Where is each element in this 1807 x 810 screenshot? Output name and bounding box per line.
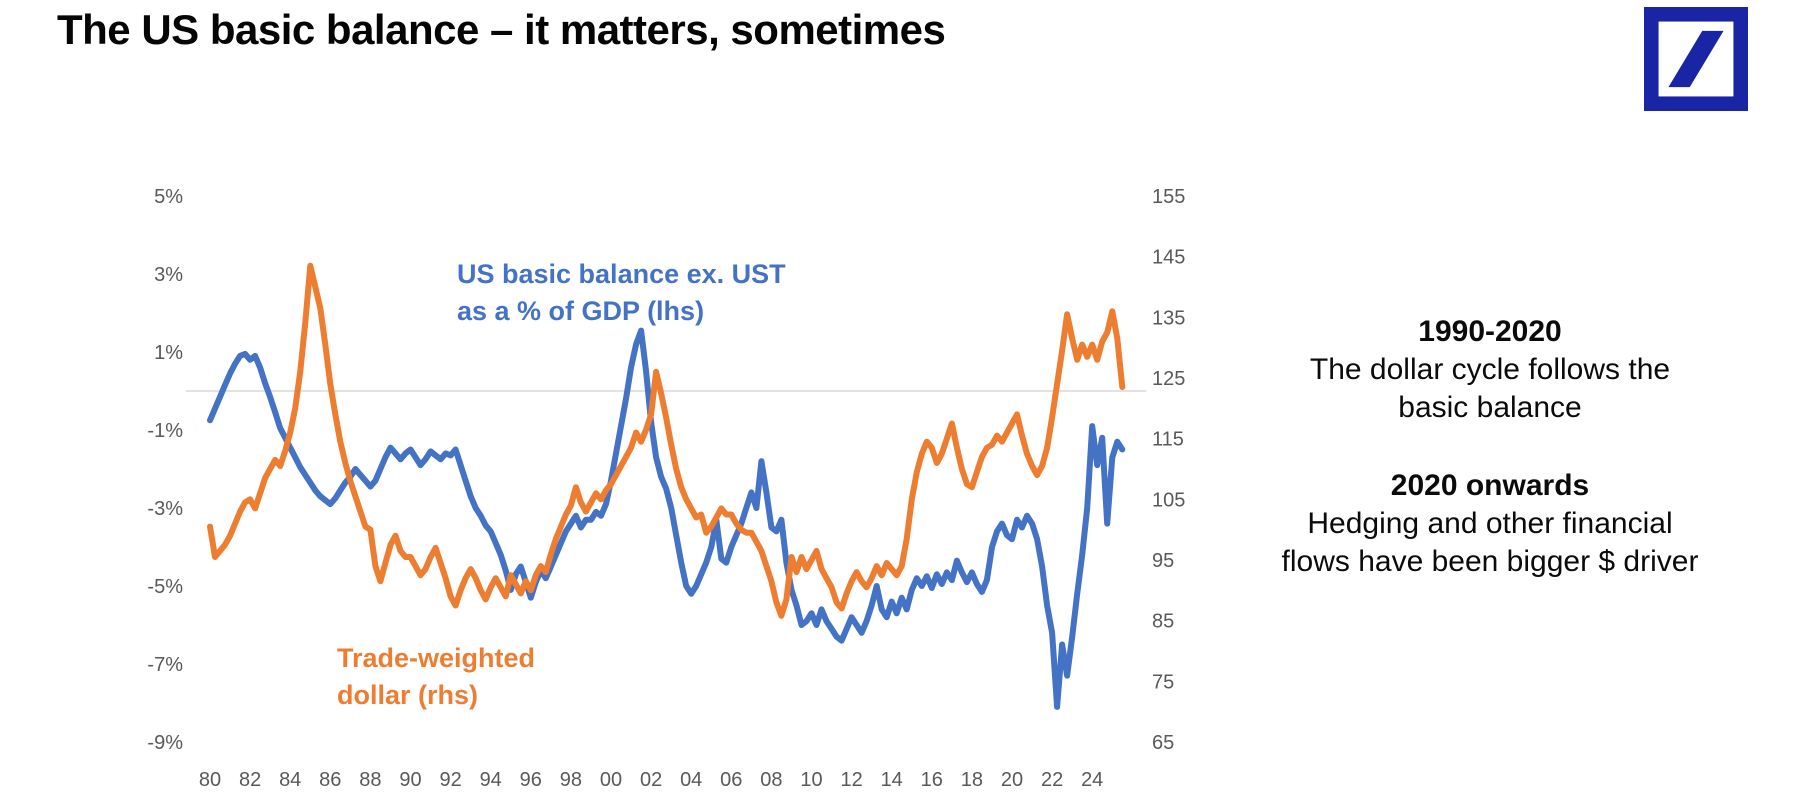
right-axis-tick-label: 145	[1152, 247, 1185, 269]
trade-weighted-dollar-line	[207, 262, 1126, 619]
text-line: The dollar cycle follows the	[1309, 353, 1671, 386]
x-axis-tick-label: 20	[1001, 769, 1023, 791]
x-axis-tick-label: 12	[840, 769, 862, 791]
x-axis-tick-label: 00	[600, 769, 622, 791]
x-axis-tick-label: 94	[480, 769, 502, 791]
x-axis-tick-label: 80	[199, 769, 221, 791]
commentary-heading-2020-onwards: 2020 onwards	[1390, 469, 1590, 502]
text-line: flows have been bigger $ driver	[1281, 545, 1699, 578]
left-axis-tick-label: -1%	[147, 420, 183, 442]
x-axis-tick-label: 10	[800, 769, 822, 791]
x-axis-tick-label: 24	[1081, 769, 1103, 791]
x-axis-tick-label: 04	[680, 769, 702, 791]
text-line: US basic balance ex. UST	[457, 259, 786, 289]
text-line: as a % of GDP (lhs)	[457, 296, 705, 326]
left-axis-tick-label: 1%	[154, 342, 183, 364]
x-axis-tick-label: 82	[239, 769, 261, 791]
commentary-block: 1990-2020 The dollar cycle follows the ba…	[1265, 313, 1715, 581]
right-axis-tick-label: 65	[1152, 732, 1174, 754]
commentary-heading-1990-2020: 1990-2020	[1418, 315, 1562, 348]
text-line: Trade-weighted	[337, 643, 536, 673]
x-axis-tick-label: 06	[720, 769, 742, 791]
x-axis-tick-label: 16	[921, 769, 943, 791]
db-slash-square-icon	[1644, 7, 1748, 111]
deutsche-bank-logo-icon	[1644, 7, 1748, 111]
left-axis-tick-label: -3%	[147, 498, 183, 520]
right-axis-tick-label: 85	[1152, 611, 1174, 633]
left-axis-tick-label: -7%	[147, 654, 183, 676]
commentary-body-1990-2020: The dollar cycle follows the basic balanc…	[1265, 351, 1715, 427]
x-axis-tick-label: 90	[399, 769, 421, 791]
x-axis-tick-label: 92	[439, 769, 461, 791]
right-axis-tick-label: 125	[1152, 368, 1185, 390]
series-label-basic-balance: US basic balance ex. UST as a % of GDP (l…	[457, 256, 786, 330]
text-line: basic balance	[1398, 391, 1582, 424]
right-axis-tick-label: 155	[1152, 186, 1185, 208]
right-axis-tick-label: 105	[1152, 489, 1185, 511]
x-axis-tick-label: 02	[640, 769, 662, 791]
left-axis-tick-label: 3%	[154, 264, 183, 286]
series-label-trade-weighted-dollar: Trade-weighted dollar (rhs)	[337, 640, 535, 714]
x-axis-tick-label: 84	[279, 769, 301, 791]
right-axis-tick-label: 95	[1152, 550, 1174, 572]
commentary-body-2020-onwards: Hedging and other financial flows have be…	[1265, 505, 1715, 581]
x-axis-tick-label: 88	[359, 769, 381, 791]
left-axis-tick-label: -5%	[147, 576, 183, 598]
right-axis-tick-label: 135	[1152, 307, 1185, 329]
x-axis-tick-label: 96	[520, 769, 542, 791]
x-axis-tick-label: 18	[961, 769, 983, 791]
commentary-para-1990-2020: 1990-2020 The dollar cycle follows the ba…	[1265, 313, 1715, 427]
left-axis-tick-label: 5%	[154, 186, 183, 208]
text-line: Hedging and other financial	[1307, 507, 1673, 540]
x-axis-tick-label: 14	[881, 769, 903, 791]
x-axis-tick-label: 22	[1041, 769, 1063, 791]
text-line: dollar (rhs)	[337, 680, 479, 710]
left-axis-tick-label: -9%	[147, 732, 183, 754]
right-axis-tick-label: 75	[1152, 671, 1174, 693]
x-axis-tick-label: 08	[760, 769, 782, 791]
page-title: The US basic balance – it matters, somet…	[57, 6, 946, 53]
logo-slash	[1668, 30, 1724, 88]
basic-balance-line	[207, 327, 1126, 710]
right-axis-tick-label: 115	[1152, 429, 1184, 451]
x-axis-tick-label: 98	[560, 769, 582, 791]
commentary-para-2020-onwards: 2020 onwards Hedging and other financial…	[1265, 467, 1715, 581]
x-axis-tick-label: 86	[319, 769, 341, 791]
